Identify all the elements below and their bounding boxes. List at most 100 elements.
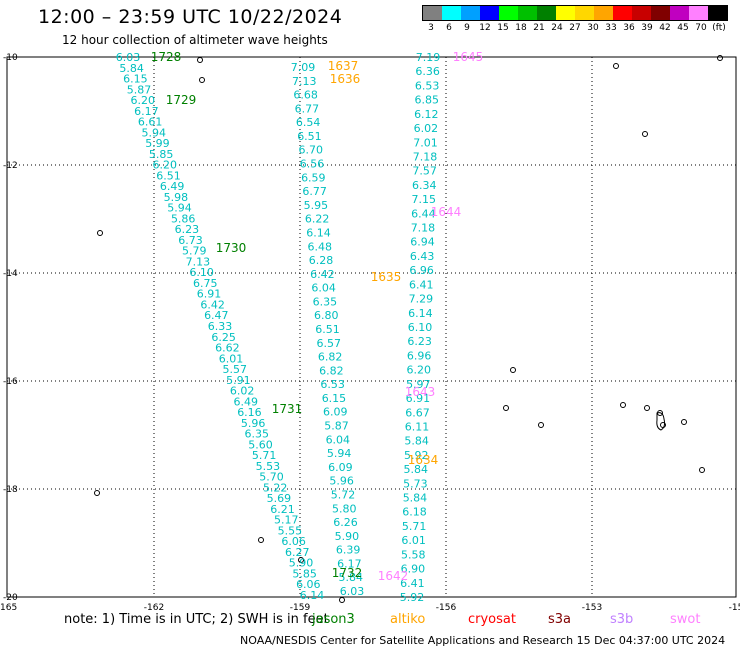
wave-height-value: 6.25: [211, 331, 236, 344]
colorbar-swatch: [461, 6, 480, 20]
wave-height-value: 5.70: [259, 471, 284, 484]
wave-height-value: 6.35: [245, 428, 270, 441]
colorbar-label: (ft): [712, 23, 726, 33]
lon-tick-label: -15: [729, 603, 740, 613]
wave-height-value: 6.01: [401, 534, 426, 547]
wave-height-value: 6.03: [116, 51, 141, 64]
wave-height-value: 5.58: [401, 548, 426, 561]
island-outline: [298, 557, 304, 563]
wave-height-value: 5.90: [289, 557, 314, 570]
colorbar-swatch: [518, 6, 537, 20]
wave-height-value: 6.82: [319, 364, 344, 377]
wave-height-value: 5.87: [127, 83, 152, 96]
wave-height-value: 6.33: [208, 320, 233, 333]
wave-height-value: 6.67: [405, 406, 430, 419]
lon-tick-label: -159: [290, 603, 311, 613]
wave-height-value: 6.27: [285, 546, 310, 559]
island-outline: [197, 57, 203, 63]
wave-height-value: 6.14: [306, 226, 331, 239]
time-label: 1729: [166, 93, 197, 107]
wave-height-value: 6.42: [200, 298, 225, 311]
wave-height-value: 5.60: [248, 438, 273, 451]
island-outline: [199, 77, 205, 83]
wave-height-value: 7.13: [186, 255, 211, 268]
colorbar-swatches: [422, 5, 728, 21]
island-outline: [97, 230, 103, 236]
wave-height-value: 6.26: [333, 516, 358, 529]
wave-height-value: 6.54: [296, 116, 321, 129]
wave-height-value: 6.77: [302, 185, 327, 198]
colorbar-swatch: [499, 6, 518, 20]
wave-height-value: 6.80: [314, 309, 339, 322]
lat-tick-label: -16: [3, 377, 18, 387]
time-label: 1636: [330, 72, 361, 86]
lat-tick-label: -18: [3, 485, 18, 495]
satellite-legend-item: s3a: [548, 612, 572, 627]
colorbar-label: 70: [695, 23, 707, 33]
wave-height-value: 6.44: [411, 207, 436, 220]
wave-height-value: 6.21: [270, 503, 295, 516]
lat-tick-label: -10: [3, 53, 18, 63]
wave-height-value: 6.03: [340, 585, 365, 598]
wave-height-value: 6.68: [293, 89, 318, 102]
wave-height-value: 5.96: [329, 475, 354, 488]
wave-height-value: 6.51: [315, 323, 340, 336]
islands-layer: [94, 55, 723, 603]
wave-height-value: 6.70: [298, 144, 323, 157]
lon-tick-label: -156: [436, 603, 457, 613]
wave-height-value: 6.17: [134, 105, 159, 118]
time-label: 1728: [151, 50, 182, 64]
wave-height-value: 5.85: [149, 148, 174, 161]
wave-height-value: 6.39: [336, 544, 361, 557]
colorbar-swatch: [556, 6, 575, 20]
map-frame: [6, 56, 737, 598]
wave-height-value: 6.57: [317, 337, 342, 350]
lon-tick-label: -153: [582, 603, 602, 613]
axis-labels-layer: -10 -12 -14 -16 -18 -20-165 -162 -159 -156 -153 -1…: [0, 53, 740, 613]
wave-height-value: 6.06: [296, 578, 321, 591]
wave-height-value: 5.57: [222, 363, 247, 376]
wave-height-value: 6.23: [175, 223, 200, 236]
wave-height-value: 6.23: [407, 335, 432, 348]
colorbar-label: 9: [464, 23, 470, 33]
wave-height-value: 7.18: [411, 222, 436, 235]
wave-height-value: 7.01: [413, 136, 438, 149]
wave-height-value: 6.96: [407, 349, 432, 362]
wave-height-value: 6.94: [410, 236, 435, 249]
wave-height-value: 7.29: [409, 293, 434, 306]
wave-height-value: 6.09: [323, 406, 348, 419]
wave-height-value: 6.47: [204, 309, 229, 322]
wave-height-value: 6.02: [230, 385, 255, 398]
colorbar-swatch: [613, 6, 632, 20]
island-outline: [699, 467, 705, 473]
island-outline: [613, 63, 619, 69]
wave-height-value: 6.90: [401, 563, 426, 576]
wave-height-value: 6.42: [310, 268, 335, 281]
wave-height-value: 6.15: [322, 392, 347, 405]
wave-height-value: 6.18: [402, 506, 427, 519]
wave-height-value: 6.06: [281, 535, 306, 548]
wave-height-value: 6.10: [408, 321, 433, 334]
wave-height-value: 5.79: [182, 245, 207, 258]
wave-height-value: 7.15: [412, 193, 437, 206]
lat-tick-label: -14: [3, 269, 18, 279]
wave-height-value: 6.01: [219, 352, 244, 365]
wave-height-value: 5.71: [252, 449, 277, 462]
lat-tick-label: -12: [3, 161, 18, 171]
wave-height-value: 6.41: [400, 577, 425, 590]
wave-height-value: 5.17: [274, 514, 299, 527]
wave-height-value: 6.34: [412, 179, 437, 192]
time-label: 1642: [378, 569, 409, 583]
colorbar-labels: 3 6 9 12 15 18 21 24 27 30 33 36 39 42 45 70 (ft): [422, 23, 728, 33]
colorbar-label: 3: [428, 23, 434, 33]
wave-height-value: 6.62: [215, 342, 240, 355]
wave-height-value: 6.09: [328, 461, 353, 474]
satellite-legend-item: altiko: [390, 612, 426, 627]
colorbar-swatch: [442, 6, 461, 20]
wave-height-value: 5.97: [406, 378, 431, 391]
island-outline: [620, 402, 626, 408]
time-label: 1732: [332, 566, 363, 580]
wave-height-value: 6.43: [410, 250, 435, 263]
wave-height-value: 6.16: [237, 406, 262, 419]
